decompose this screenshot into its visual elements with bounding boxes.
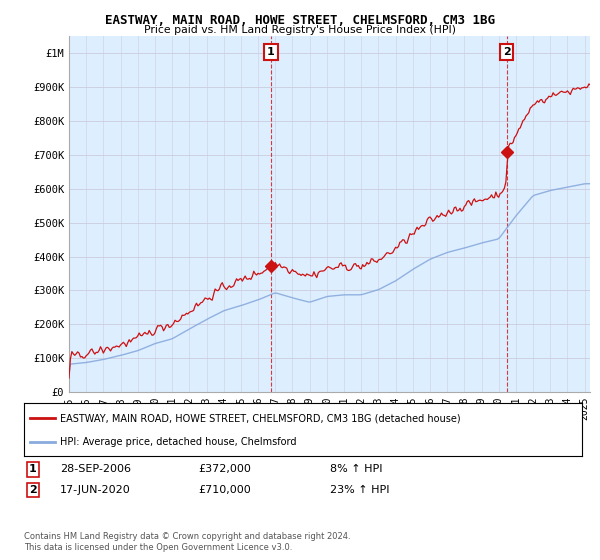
- Text: £710,000: £710,000: [198, 485, 251, 495]
- Text: 8% ↑ HPI: 8% ↑ HPI: [330, 464, 383, 474]
- Text: 23% ↑ HPI: 23% ↑ HPI: [330, 485, 389, 495]
- Text: 2: 2: [503, 47, 511, 57]
- Text: EASTWAY, MAIN ROAD, HOWE STREET, CHELMSFORD, CM3 1BG (detached house): EASTWAY, MAIN ROAD, HOWE STREET, CHELMSF…: [60, 413, 461, 423]
- Text: Price paid vs. HM Land Registry's House Price Index (HPI): Price paid vs. HM Land Registry's House …: [144, 25, 456, 35]
- Text: EASTWAY, MAIN ROAD, HOWE STREET, CHELMSFORD, CM3 1BG: EASTWAY, MAIN ROAD, HOWE STREET, CHELMSF…: [105, 14, 495, 27]
- Text: £372,000: £372,000: [198, 464, 251, 474]
- Text: HPI: Average price, detached house, Chelmsford: HPI: Average price, detached house, Chel…: [60, 436, 297, 446]
- Text: 28-SEP-2006: 28-SEP-2006: [60, 464, 131, 474]
- Text: 1: 1: [29, 464, 37, 474]
- Text: 2: 2: [29, 485, 37, 495]
- Text: 1: 1: [267, 47, 275, 57]
- Text: 17-JUN-2020: 17-JUN-2020: [60, 485, 131, 495]
- Text: Contains HM Land Registry data © Crown copyright and database right 2024.
This d: Contains HM Land Registry data © Crown c…: [24, 532, 350, 552]
